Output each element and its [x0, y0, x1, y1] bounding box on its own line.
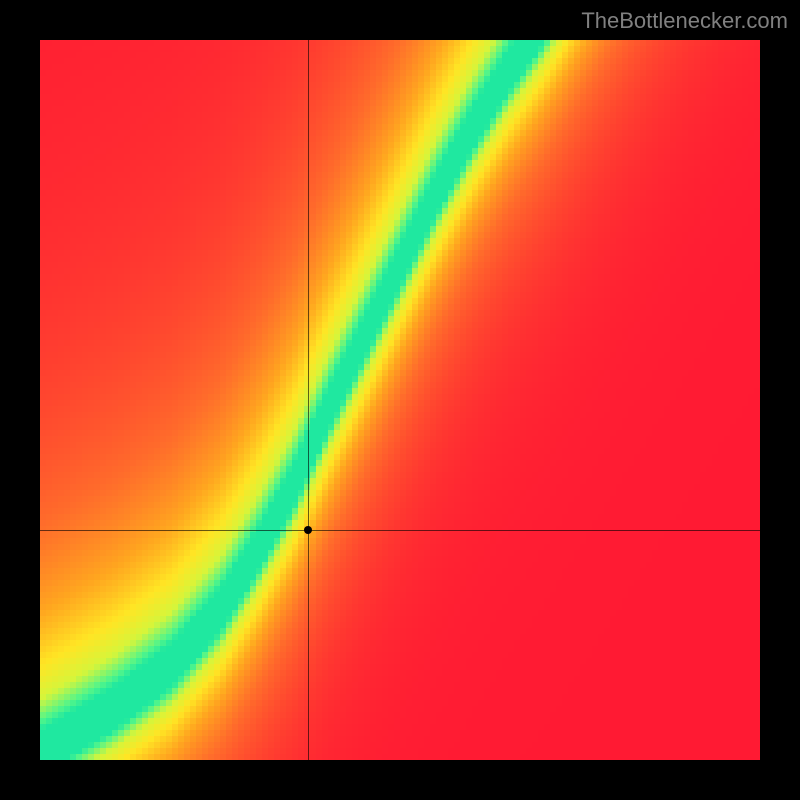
crosshair-vertical [308, 40, 309, 760]
marker-dot [304, 526, 312, 534]
crosshair-horizontal [40, 530, 760, 531]
chart-area [40, 40, 760, 760]
watermark-text: TheBottlenecker.com [581, 8, 788, 34]
heatmap-canvas [40, 40, 760, 760]
